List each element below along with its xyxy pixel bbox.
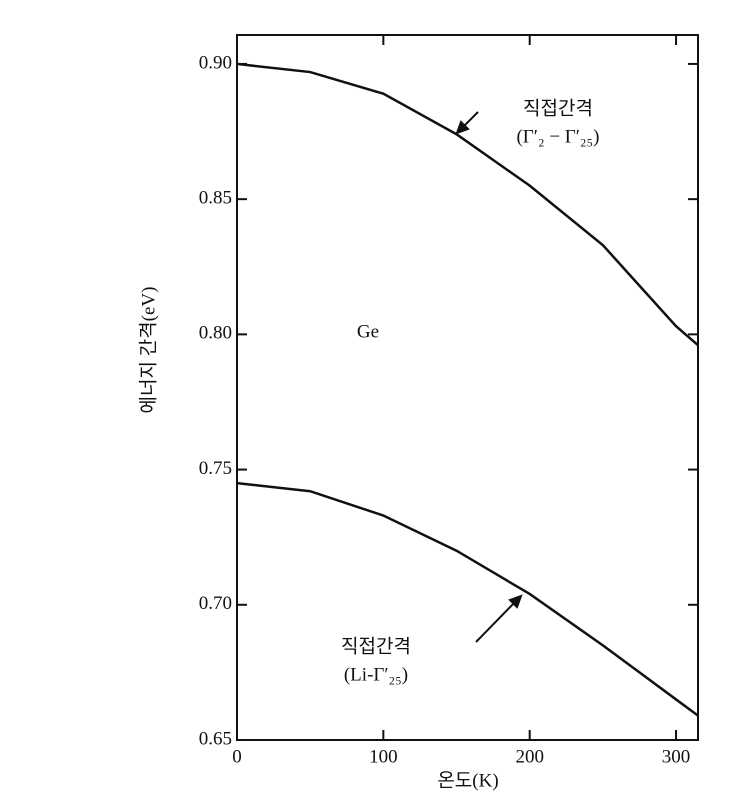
- y-tick-label: 0.90: [199, 52, 232, 73]
- x-tick-label: 100: [369, 746, 398, 767]
- x-tick-label: 0: [232, 746, 242, 767]
- annotation: (Li-Γ′₂₅): [344, 664, 408, 685]
- y-tick-label: 0.80: [199, 323, 232, 344]
- y-tick-label: 0.85: [199, 188, 232, 209]
- y-axis-label: 에너지 간격(eV): [137, 287, 159, 414]
- y-tick-label: 0.70: [199, 593, 232, 614]
- line-series: [236, 481, 699, 717]
- annotation: 직접간격: [523, 97, 593, 119]
- annotation: (Γ′₂ − Γ′₂₅): [516, 126, 599, 147]
- x-tick-label: 300: [662, 746, 691, 767]
- line-series: [236, 62, 699, 347]
- y-tick-label: 0.65: [199, 728, 232, 749]
- plot-frame: [236, 34, 699, 741]
- arrow: [455, 111, 523, 643]
- x-tick-label: 200: [515, 746, 544, 767]
- annotation: 직접간격: [341, 635, 411, 657]
- y-tick-label: 0.75: [199, 458, 232, 479]
- annotation: Ge: [357, 321, 379, 342]
- x-axis-label: 온도(K): [437, 770, 498, 791]
